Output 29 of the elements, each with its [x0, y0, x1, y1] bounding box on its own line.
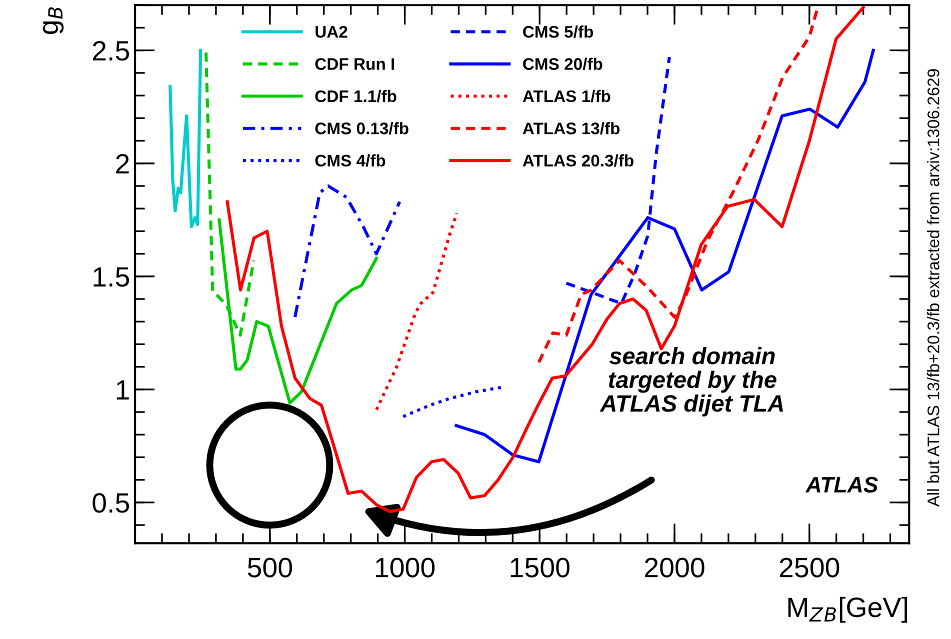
x-tick-label: 1500 — [510, 558, 570, 578]
y-axis-title: g$_{B}$ — [42, 7, 64, 34]
legend-label: CMS 20/fb — [523, 58, 602, 70]
y-tick-label: 2.5 — [92, 40, 130, 61]
annotation: search domain targeted by the ATLAS dijet TLA — [600, 347, 783, 416]
legend-label: CMS 0.13/fb — [315, 122, 408, 135]
line-series — [454, 48, 875, 464]
legend-label: ATLAS 1/fb — [522, 90, 610, 102]
x-axis-title: M$_{ZB}$[GeV] — [788, 596, 907, 623]
legend-label: CDF Run I — [315, 58, 394, 70]
y-tick-label: 0.5 — [92, 493, 130, 513]
x-tick-label: 2500 — [780, 558, 840, 578]
x-tick-label: 1000 — [376, 558, 435, 578]
text: All but ATLAS 13/fb+20.3/fb extracted from arxiv:1306.2629 — [927, 69, 940, 507]
x-tick-label: 500 — [248, 558, 292, 578]
legend-label: CMS 4/fb — [315, 154, 386, 167]
line-series — [374, 212, 458, 412]
line-series — [168, 48, 202, 228]
y-tick-label: 1.5 — [94, 267, 130, 287]
annotation: ATLAS — [805, 476, 878, 493]
legend-label: CMS 5/fb — [523, 25, 594, 38]
legend-label: ATLAS 13/fb — [522, 122, 620, 135]
legend-label: UA2 — [316, 26, 348, 38]
y-tick-label: 1 — [116, 380, 129, 400]
x-tick-label: 2000 — [645, 558, 704, 578]
line-series — [293, 184, 402, 319]
legend-label: CDF 1.1/fb — [315, 90, 396, 102]
legend-label: ATLAS 20.3/fb — [522, 154, 634, 167]
y-tick-label: 2 — [116, 154, 129, 174]
